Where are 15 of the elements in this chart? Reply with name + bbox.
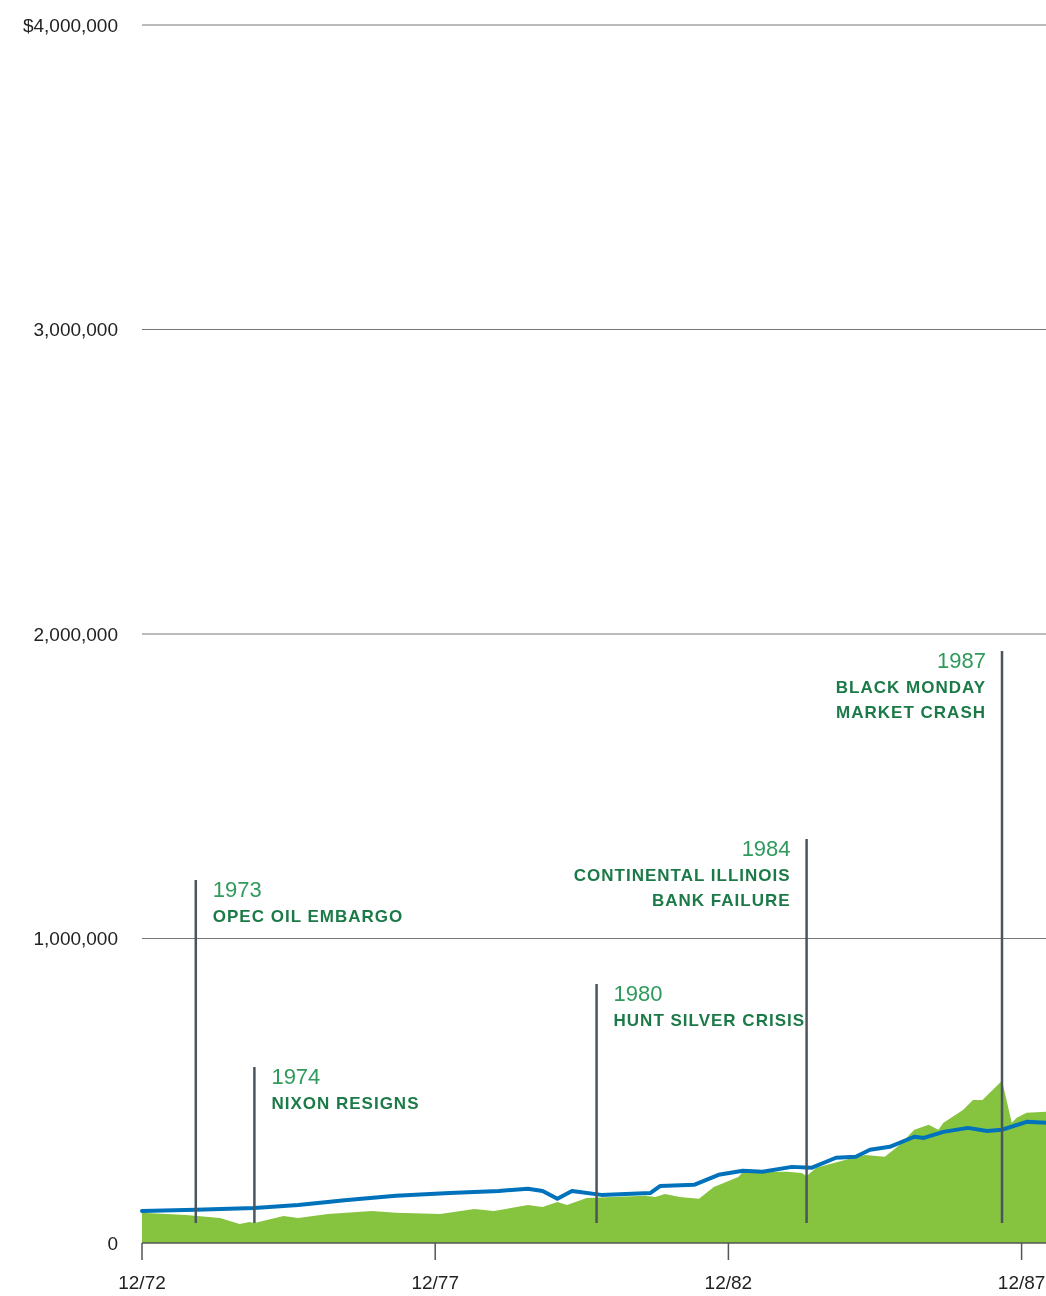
- ref-line-label: 1973 OPEC OIL EMBARGO: [212, 877, 404, 926]
- y-tick-label: 2,000,000: [33, 623, 118, 645]
- ref-line-label: 1987 BLACK MONDAY MARKET CRASH: [835, 648, 986, 722]
- x-tick-label: 12/87: [997, 1272, 1046, 1293]
- x-tick-label: 12/82: [704, 1272, 753, 1293]
- y-tick-label: 0: [107, 1232, 118, 1254]
- ref-line-label: 1974 NIXON RESIGNS: [271, 1064, 420, 1113]
- y-tick-label: 3,000,000: [33, 319, 118, 341]
- line-series: [140, 1119, 1046, 1214]
- ref-line-label: 1980 HUNT SILVER CRISIS: [613, 981, 806, 1030]
- y-tick-label: 1,000,000: [33, 928, 118, 950]
- x-tick-label: 12/77: [411, 1272, 459, 1293]
- ref-line-label: 1984 CONTINENTAL ILLINOIS BANK FAILURE: [573, 836, 791, 910]
- x-tick-label: 12/72: [118, 1272, 166, 1293]
- y-tick-label: $4,000,000: [22, 14, 118, 36]
